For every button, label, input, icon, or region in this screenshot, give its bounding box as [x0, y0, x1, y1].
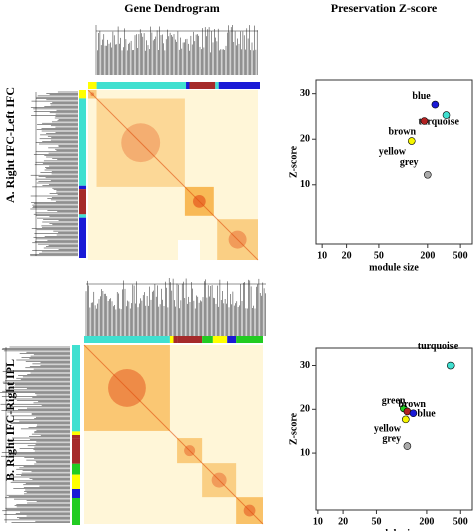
- dendrogram: [95, 25, 258, 75]
- x-tick-label: 10: [313, 516, 323, 527]
- module-color-bar: [169, 336, 174, 343]
- module-color-bar: [96, 82, 187, 89]
- point: [424, 170, 432, 179]
- x-tick-label: 50: [371, 516, 381, 527]
- point: [407, 137, 416, 145]
- x-tick-label: 20: [342, 250, 352, 261]
- point-label: grey: [400, 157, 419, 168]
- x-tick-label: 10: [317, 250, 327, 261]
- y-axis-label: Z-score: [288, 412, 299, 445]
- module-color-bar: [177, 336, 203, 343]
- point-label: brown: [398, 399, 426, 410]
- point-label: grey: [382, 433, 401, 444]
- x-axis-label: module size: [369, 262, 419, 273]
- y-tick-label: 20: [300, 404, 310, 415]
- dendrogram-lines: [95, 25, 258, 75]
- x-tick-label: 500: [453, 516, 468, 527]
- x-tick-label: 50: [374, 250, 384, 261]
- module-color-bar: [186, 82, 190, 89]
- plot-frame: [315, 347, 473, 511]
- point-label: yellow: [374, 424, 402, 435]
- right-title: Preservation Z-score: [331, 1, 438, 15]
- y-tick-label: 20: [300, 134, 310, 145]
- dendrogram: [0, 346, 70, 523]
- module-color-bar: [189, 82, 216, 89]
- module-color-bar: [79, 214, 86, 218]
- x-tick-label: 200: [419, 516, 434, 527]
- dendrogram: [30, 91, 78, 257]
- y-tick-label: 10: [300, 447, 310, 458]
- x-tick-label: 20: [338, 516, 348, 527]
- left-title: Gene Dendrogram: [124, 1, 219, 15]
- module-color-bar: [72, 438, 80, 464]
- module-color-bar: [227, 336, 237, 343]
- gap: [178, 240, 200, 260]
- point-label: blue: [412, 91, 431, 102]
- y-tick-label: 30: [300, 88, 310, 99]
- module-color-bar: [88, 82, 97, 89]
- module-color-bar: [72, 345, 80, 432]
- module-color-bar: [79, 217, 86, 258]
- module-color-bar: [236, 336, 263, 343]
- panel-label: A. Right IFC-Left IFC: [3, 87, 17, 203]
- module-color-bar: [202, 336, 213, 343]
- module-color-bar: [72, 431, 80, 435]
- module-color-bar: [173, 336, 178, 343]
- point: [409, 409, 418, 418]
- dendrogram-lines: [0, 346, 70, 523]
- point-label: blue: [417, 409, 436, 420]
- point: [420, 117, 429, 125]
- heatmap-diagonal: [87, 89, 259, 261]
- module-color-bar: [84, 336, 170, 343]
- module-color-bar: [215, 82, 219, 89]
- dendrogram-lines: [30, 91, 78, 257]
- point-label: green: [382, 396, 406, 407]
- module-color-bar: [79, 185, 86, 190]
- point-label: brown: [388, 126, 416, 137]
- y-tick-label: 30: [300, 360, 310, 371]
- point: [431, 100, 440, 109]
- module-color-bar: [79, 189, 86, 215]
- dendrogram-lines: [85, 278, 266, 336]
- module-color-bar: [72, 489, 80, 498]
- module-color-bar: [72, 474, 80, 489]
- point-label: turquoise: [418, 341, 459, 352]
- module-color-bar: [72, 463, 80, 475]
- x-tick-label: 500: [453, 250, 468, 261]
- y-tick-label: 10: [300, 179, 310, 190]
- x-axis-label: module size: [369, 528, 419, 531]
- module-color-bar: [79, 98, 86, 186]
- y-axis-label: Z-score: [288, 145, 299, 178]
- module-color-bar: [72, 498, 80, 525]
- plot-frame: [315, 79, 473, 245]
- point: [446, 361, 455, 370]
- heatmap-diagonal: [83, 344, 264, 525]
- point: [403, 442, 412, 450]
- dendrogram: [85, 278, 266, 336]
- point: [402, 415, 410, 424]
- module-color-bar: [79, 90, 86, 99]
- point-label: yellow: [379, 146, 407, 157]
- dendrogram-heatmaps: [0, 25, 266, 525]
- x-tick-label: 200: [420, 250, 435, 261]
- module-color-bar: [212, 336, 228, 343]
- point-label: turquoise: [419, 116, 460, 127]
- point: [442, 111, 451, 119]
- module-color-bar: [218, 82, 260, 89]
- module-color-bar: [72, 435, 80, 439]
